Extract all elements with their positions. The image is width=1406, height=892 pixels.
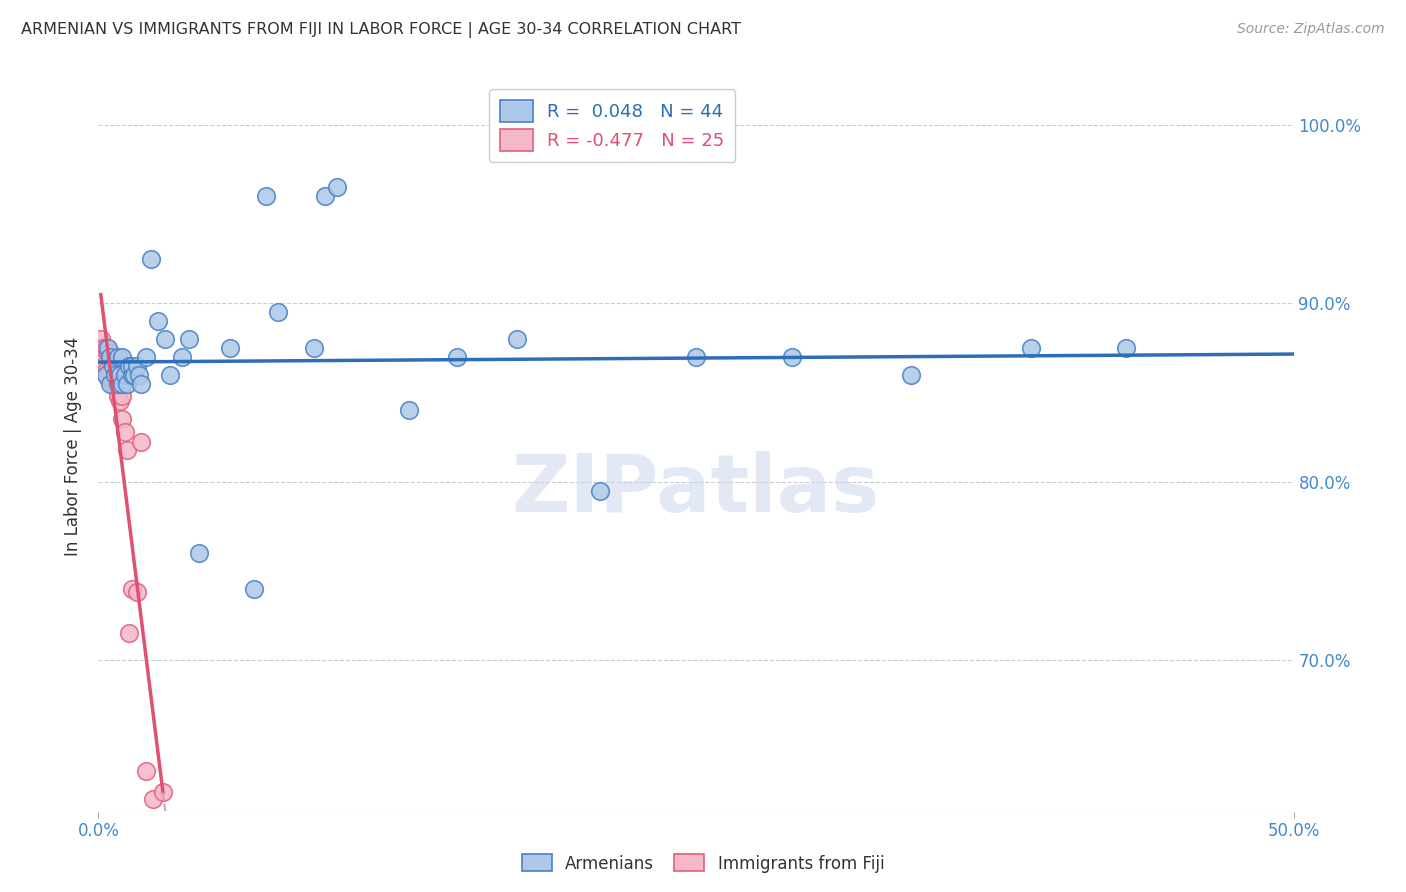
Point [139,252,162,266]
Point [101,359,124,373]
Point [187,546,209,560]
Point [446,350,468,364]
Text: ZIPatlas: ZIPatlas [512,450,880,529]
Point [506,332,529,346]
Legend: Armenians, Immigrants from Fiji: Armenians, Immigrants from Fiji [515,847,891,880]
Text: ARMENIAN VS IMMIGRANTS FROM FIJI IN LABOR FORCE | AGE 30-34 CORRELATION CHART: ARMENIAN VS IMMIGRANTS FROM FIJI IN LABO… [21,22,741,38]
Point [98,346,122,360]
Point [121,368,143,382]
Point [104,368,127,382]
Point [104,376,127,391]
Point [398,403,420,417]
Point [114,425,136,439]
Point [111,376,134,391]
Point [101,350,124,364]
Point [90,332,112,346]
Point [159,368,181,382]
Point [1115,341,1137,355]
Point [148,314,170,328]
Point [108,394,131,409]
Point [114,368,136,382]
Point [128,368,150,382]
Point [685,350,707,364]
Point [108,368,131,382]
Point [94,368,117,382]
Point [125,585,148,599]
Y-axis label: In Labor Force | Age 30-34: In Labor Force | Age 30-34 [65,336,83,556]
Point [124,368,146,382]
Point [302,341,325,355]
Point [125,359,148,373]
Point [267,305,290,319]
Point [243,582,266,596]
Point [111,350,134,364]
Point [97,341,120,355]
Point [172,350,194,364]
Point [118,626,141,640]
Point [118,359,141,373]
Point [111,389,134,403]
Point [115,376,138,391]
Point [107,350,129,364]
Point [94,364,117,378]
Point [98,364,122,378]
Point [315,189,337,203]
Point [326,180,349,194]
Point [900,368,922,382]
Point [115,442,138,457]
Point [780,350,803,364]
Point [111,412,134,426]
Point [131,435,153,450]
Legend: R =  0.048   N = 44, R = -0.477   N = 25: R = 0.048 N = 44, R = -0.477 N = 25 [489,89,735,162]
Point [94,341,117,355]
Point [135,350,157,364]
Point [107,389,129,403]
Point [179,332,201,346]
Point [91,341,114,355]
Point [152,785,174,799]
Point [101,376,124,391]
Point [121,582,143,596]
Point [589,483,612,498]
Point [135,764,157,778]
Point [98,350,122,364]
Point [131,376,153,391]
Point [121,359,143,373]
Point [91,359,114,373]
Point [219,341,242,355]
Text: Source: ZipAtlas.com: Source: ZipAtlas.com [1237,22,1385,37]
Point [97,346,120,360]
Point [107,376,129,391]
Point [1019,341,1042,355]
Point [142,792,165,806]
Point [97,371,120,385]
Point [155,332,177,346]
Point [254,189,277,203]
Point [98,376,122,391]
